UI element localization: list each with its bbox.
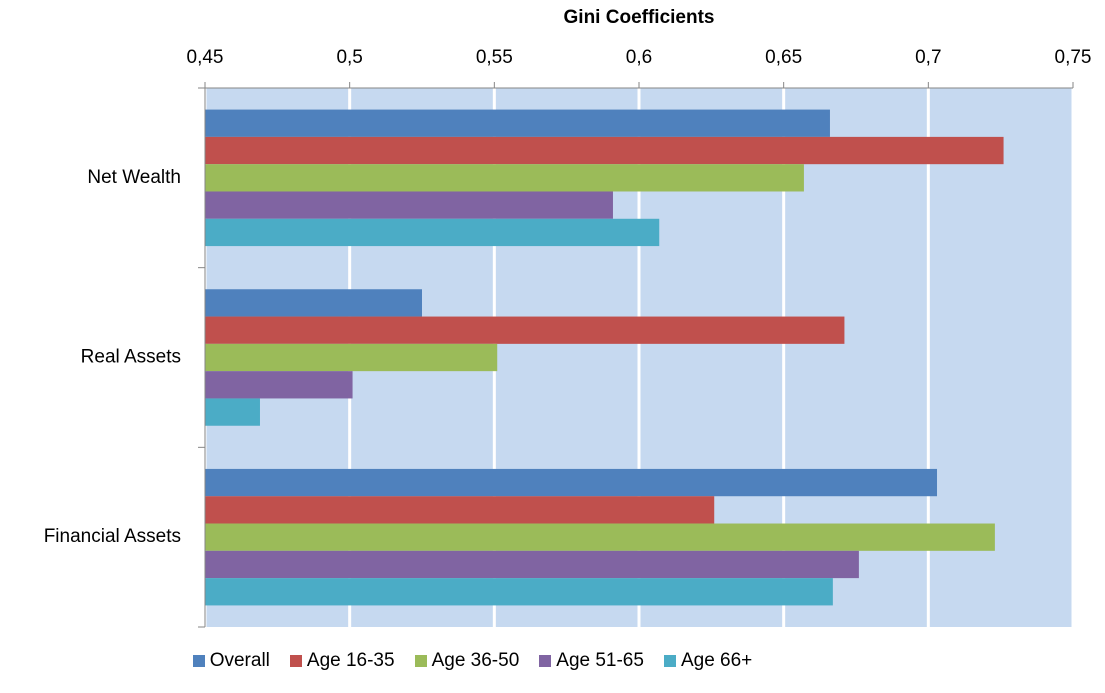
legend-label: Age 16-35	[306, 650, 395, 671]
bar	[205, 578, 833, 606]
legend-label: Overall	[209, 650, 270, 671]
legend-item: Age 36-50	[414, 650, 520, 672]
bar	[205, 136, 1004, 165]
bar	[205, 550, 859, 579]
legend-swatch	[289, 655, 302, 667]
legend-swatch	[414, 655, 427, 667]
y-tick-label: Net Wealth	[87, 167, 181, 188]
legend-swatch	[663, 655, 676, 667]
legend-swatch	[192, 655, 205, 667]
legend-item: Overall	[192, 650, 270, 672]
bar	[205, 289, 422, 317]
legend-label: Age 51-65	[556, 650, 644, 671]
bar	[205, 218, 660, 247]
chart-title: Gini Coefficients	[564, 7, 715, 28]
bar	[205, 523, 995, 551]
legend-item: Age 66+	[663, 650, 753, 672]
bar	[205, 343, 498, 372]
x-tick-label: 0,65	[765, 47, 802, 68]
y-tick-label: Financial Assets	[44, 526, 181, 547]
legend-label: Age 66+	[680, 650, 753, 671]
legend-swatch	[539, 655, 552, 667]
y-tick-label: Real Assets	[81, 347, 181, 368]
legend-item: Age 16-35	[289, 650, 395, 672]
bar	[205, 496, 715, 524]
legend: Overall Age 16-35 Age 36-50 Age 51-65 Age 66…	[0, 650, 1025, 672]
x-tick-label: 0,55	[476, 47, 513, 68]
x-tick-label: 0,45	[187, 47, 224, 68]
x-tick-label: 0,6	[626, 47, 652, 68]
x-tick-label: 0,7	[915, 47, 941, 68]
bar	[205, 109, 830, 137]
bar	[205, 164, 804, 192]
legend-item: Age 51-65	[539, 650, 644, 672]
legend-label: Age 36-50	[431, 650, 520, 671]
chart: Gini Coefficients 0,45 0,5 0,55 0,6 0,65 0,7 0…	[44, 7, 1092, 628]
bar	[205, 371, 353, 399]
x-tick-label: 0,75	[1055, 47, 1092, 68]
bar	[205, 468, 938, 497]
bar	[205, 191, 613, 219]
bar	[205, 316, 845, 344]
bar	[205, 398, 260, 426]
x-tick-label: 0,5	[336, 47, 362, 68]
